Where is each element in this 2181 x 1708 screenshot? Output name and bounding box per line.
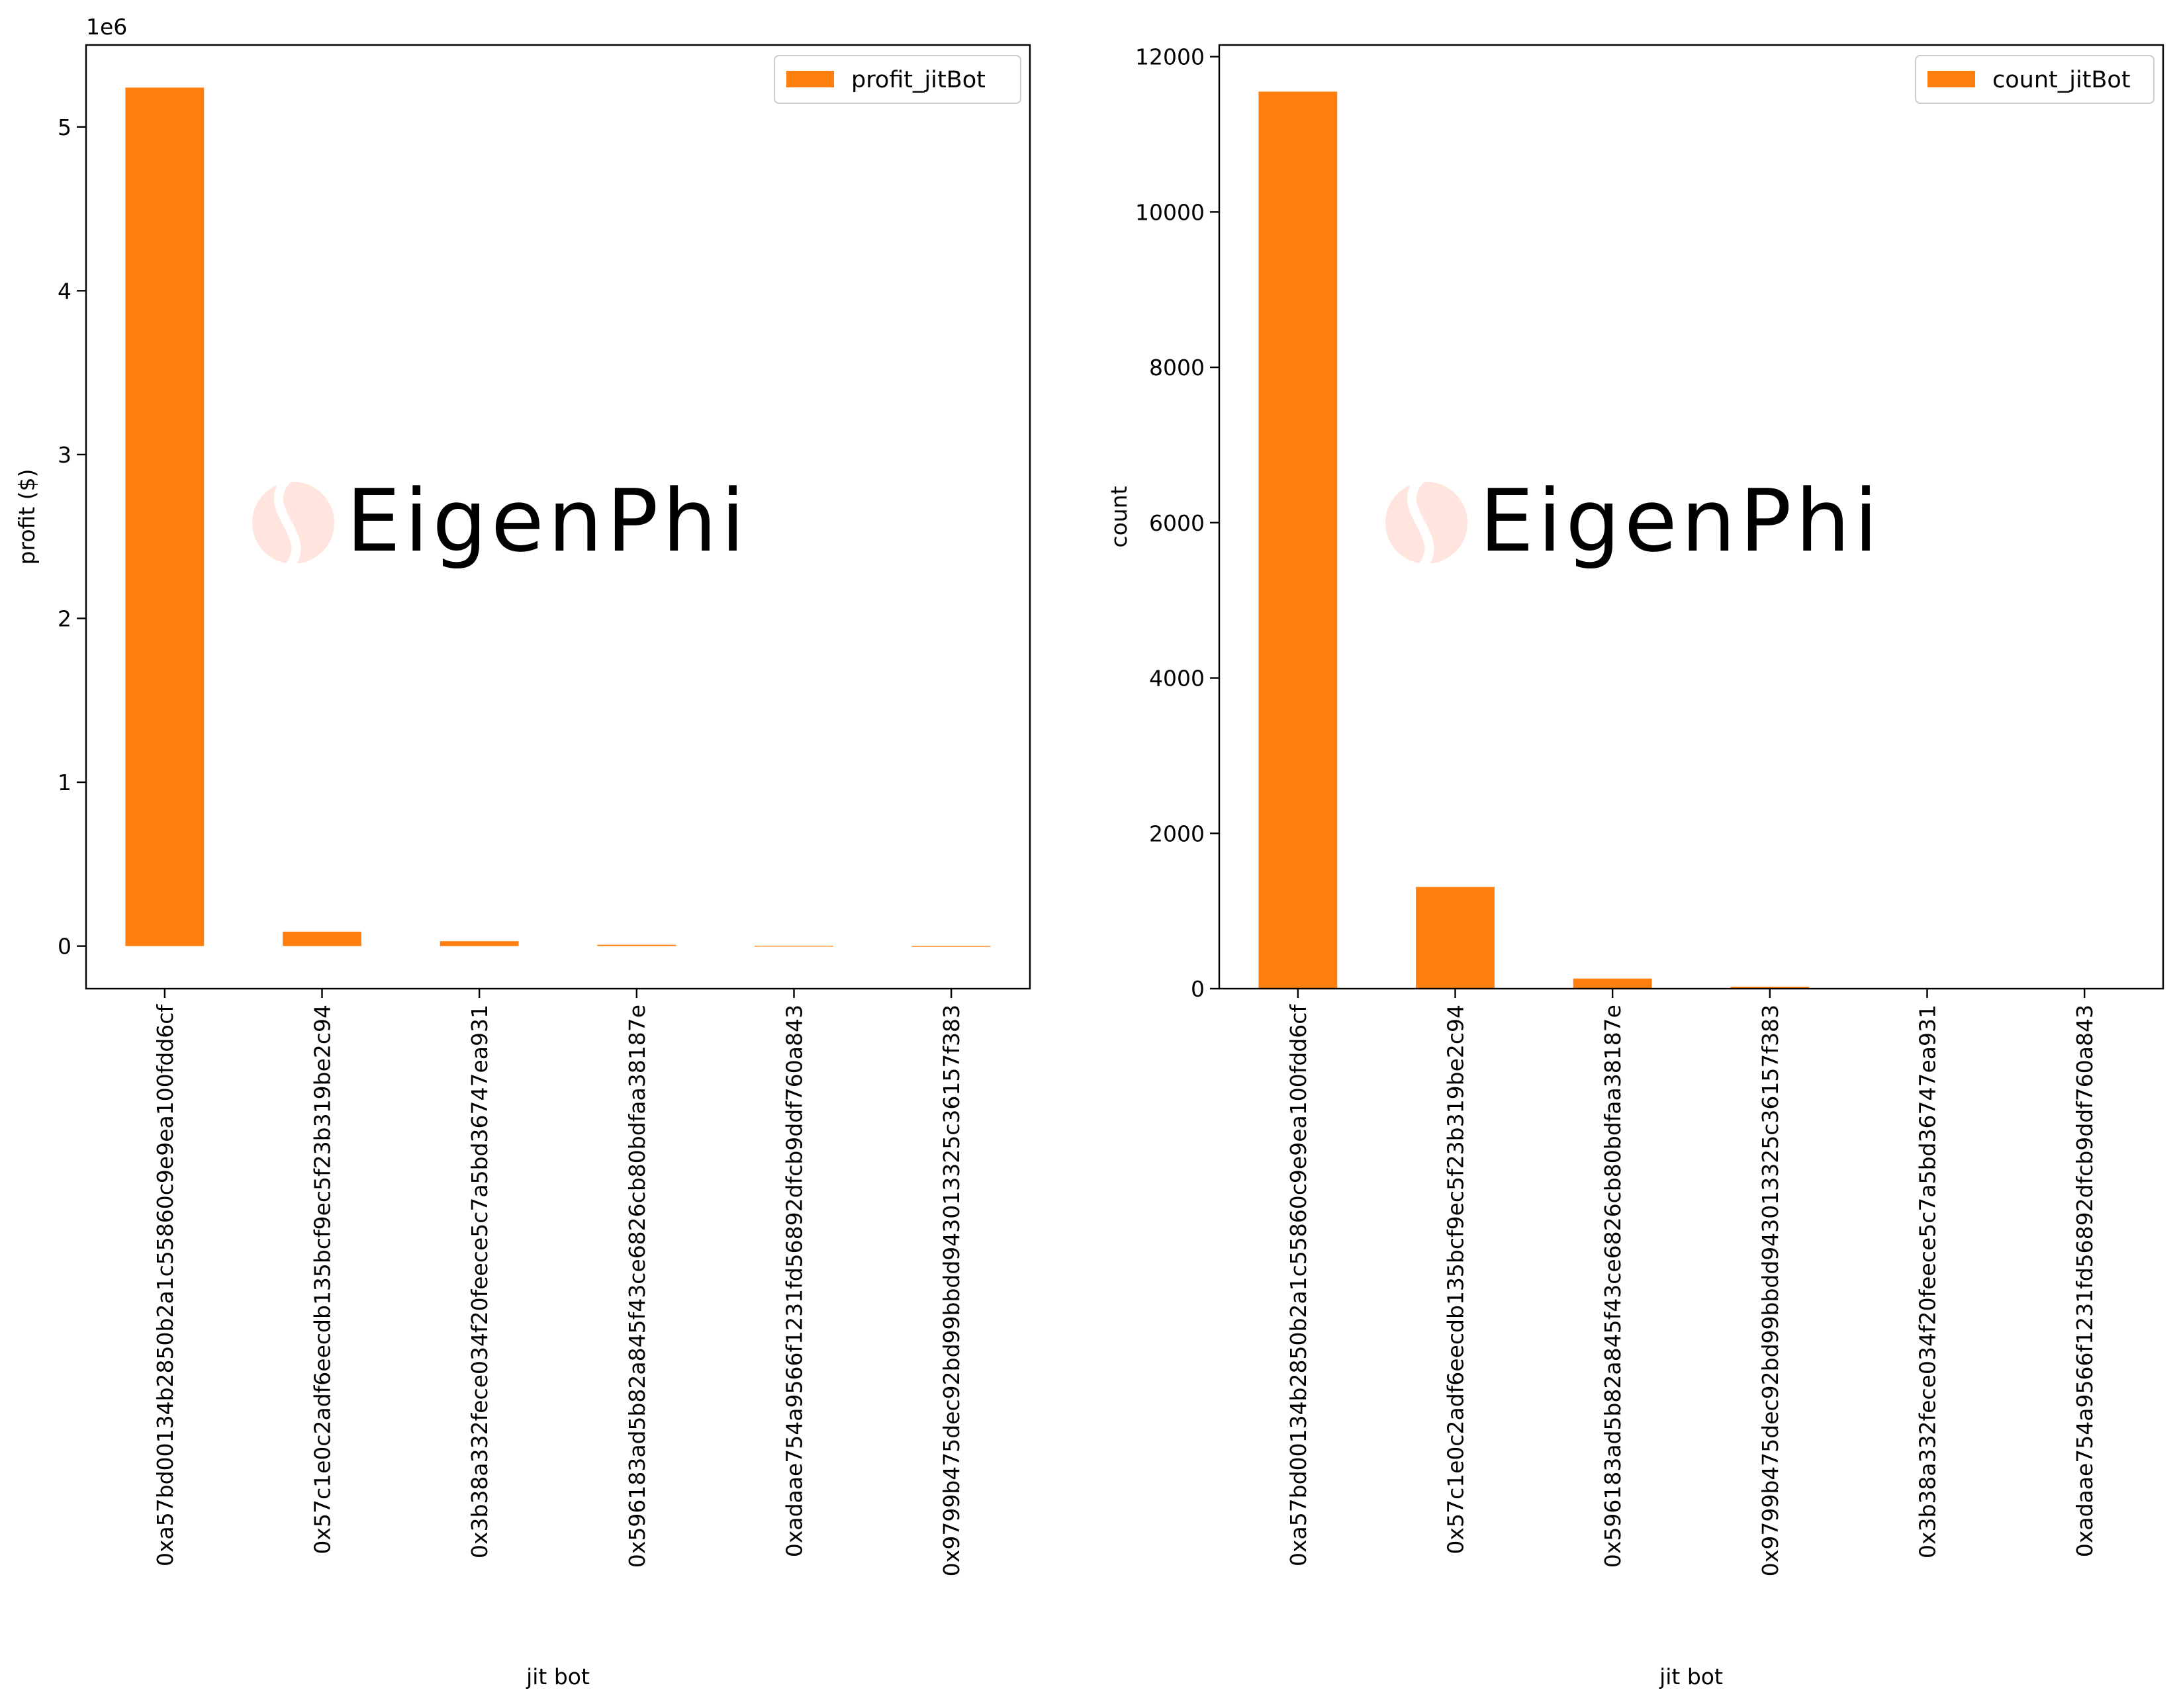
bar-3 [1730,987,1810,989]
y-tick-label: 4 [58,278,71,304]
count-chart: EigenPhi 0 2000 4000 6000 8000 10000 12000 0xa57… [1106,44,2164,1689]
bar-1 [1416,887,1495,989]
watermark-text: EigenPhi [346,471,749,571]
bar-1 [283,931,361,946]
bar-2 [440,941,519,946]
y-tick-label: 0 [1191,976,1205,1002]
x-tick-label: 0x3b38a332fece034f20feece5c7a5bd36747ea9… [467,1005,492,1558]
x-tick-label: 0xa57bd00134b2850b2a1c55860c9e9ea100fdd6… [1285,1004,1311,1566]
y-tick-label: 1 [58,770,71,795]
x-tick-label: 0x9799b475dec92bd99bbdd943013325c36157f3… [1757,1005,1783,1576]
logo-circle [1385,482,1467,564]
y-tick-label: 4000 [1149,666,1205,692]
watermark-0: EigenPhi [252,471,749,572]
x-tick-label: 0x3b38a332fece034f20feece5c7a5bd36747ea9… [1915,1005,1941,1558]
legend-label: count_jitBot [1992,67,2131,93]
legend-box [1915,55,2155,104]
bar-3 [597,944,676,946]
x-axis-label: jit bot [526,1664,590,1689]
x-tick-label: 0x596183ad5b82a845f43ce6826cb80bdfaa3818… [1600,1005,1626,1568]
y-tick-label: 12000 [1135,44,1205,70]
x-tick-label: 0xadaae754a9566f1231fd56892dfcb9ddf760a8… [782,1005,808,1557]
y-tick-label: 2 [58,606,71,631]
legend-swatch [1927,71,1975,87]
legend-swatch [786,71,834,87]
logo-circle [252,482,334,564]
x-tick-label: 0x57c1e0c2adf6eecdb135bcf9ec5f23b319be2c… [1443,1005,1469,1554]
bar-0 [1258,91,1338,989]
bar-2 [1573,978,1652,989]
y-tick-label: 10000 [1135,199,1205,225]
y-axis-label: profit ($) [14,469,40,565]
y-tick-label: 3 [58,442,71,468]
x-tick-label: 0x57c1e0c2adf6eecdb135bcf9ec5f23b319be2c… [310,1005,336,1554]
x-tick-label: 0xa57bd00134b2850b2a1c55860c9e9ea100fdd6… [152,1004,178,1566]
watermark-1: EigenPhi [1385,471,1882,572]
watermark-text: EigenPhi [1479,471,1882,571]
legend-label: profit_jitBot [851,67,986,93]
bar-0 [125,87,205,946]
eigenphi-logo-icon [1385,472,1467,572]
x-axis-label: jit bot [1659,1664,1723,1689]
x-tick-label: 0x596183ad5b82a845f43ce6826cb80bdfaa3818… [624,1005,650,1568]
y-axis-label: count [1106,486,1132,547]
y-tick-label: 5 [58,114,71,140]
bar-5 [911,946,991,947]
y-tick-label: 8000 [1149,355,1205,381]
y-offset-label: 1e6 [86,14,127,40]
legend: profit_jitBot [774,55,1021,104]
logo-swirl [274,472,301,572]
profit-chart: EigenPhi 0 1 2 3 4 5 0xa57bd00134b2850b2a1c5586… [14,14,1031,1689]
axes-frame [1218,44,2164,990]
logo-swirl [1407,472,1434,572]
x-tick-label: 0xadaae754a9566f1231fd56892dfcb9ddf760a8… [2072,1005,2098,1557]
legend: count_jitBot [1915,55,2155,104]
legend-box [774,55,1021,104]
eigenphi-logo-icon [252,472,334,572]
axes-frame [85,44,1031,990]
y-tick-label: 0 [58,934,71,960]
y-tick-label: 6000 [1149,510,1205,536]
y-tick-label: 2000 [1149,821,1205,846]
x-tick-label: 0x9799b475dec92bd99bbdd943013325c36157f3… [939,1005,964,1576]
